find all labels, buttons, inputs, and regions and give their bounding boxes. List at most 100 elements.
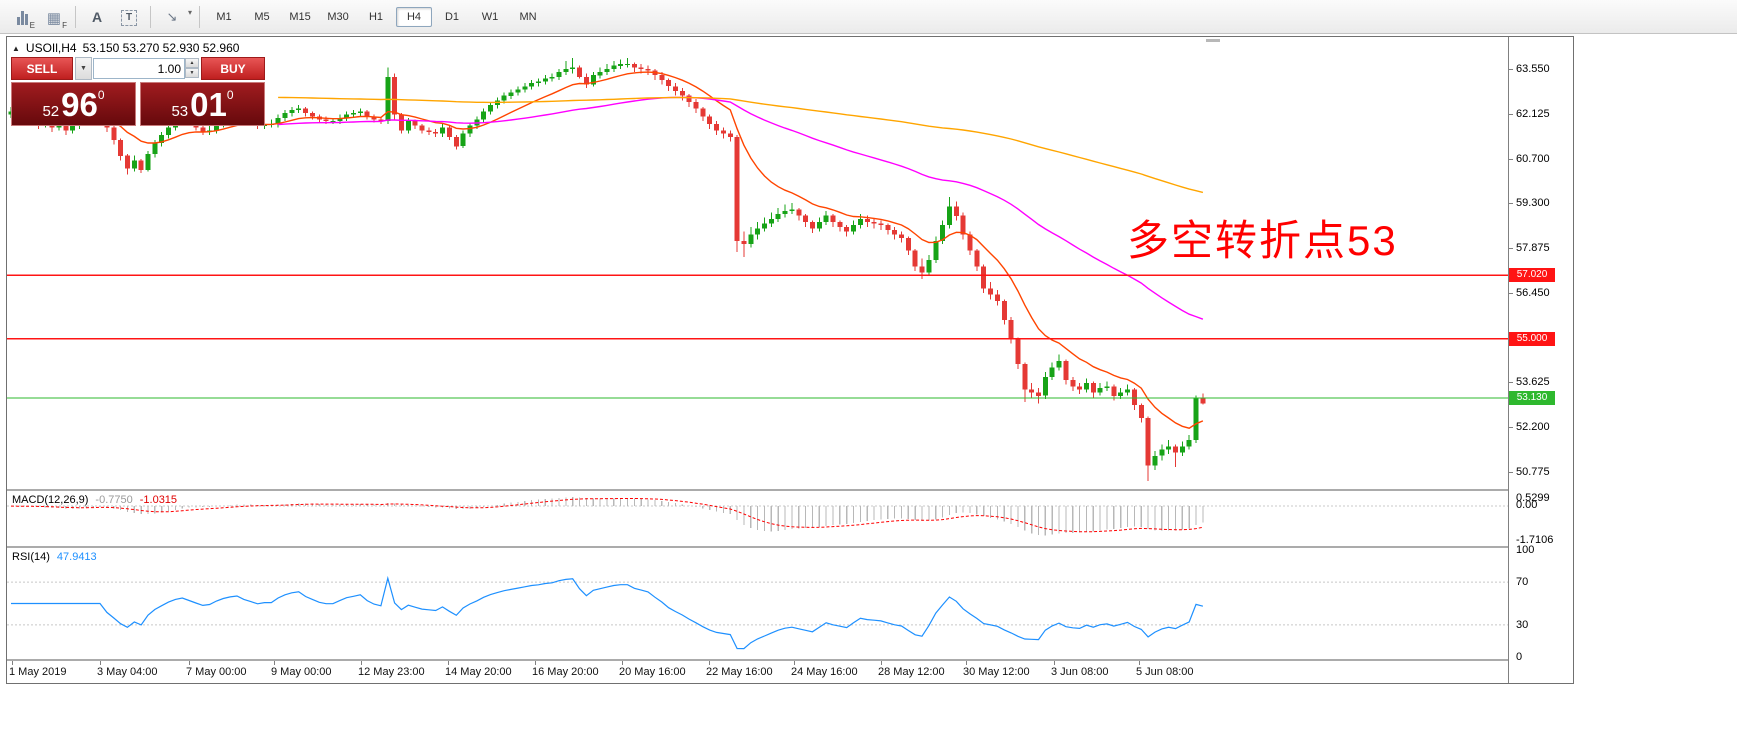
price-tick: 50.775 bbox=[1509, 466, 1550, 478]
buy-price-whole: 53 bbox=[171, 103, 189, 120]
macd-scale-label: 0.00 bbox=[1516, 499, 1538, 511]
chart-shift-marker[interactable] bbox=[1206, 39, 1220, 42]
timeframe-button-m30[interactable]: M30 bbox=[327, 10, 349, 23]
macd-signal-value: -1.0315 bbox=[139, 494, 178, 506]
volume-spinner: ▲ ▼ bbox=[185, 58, 199, 79]
timeframe-button-h4[interactable]: H4 bbox=[396, 6, 433, 27]
timeframe-button-mn[interactable]: MN bbox=[519, 10, 537, 23]
timeframe-button-m15[interactable]: M15 bbox=[289, 10, 311, 23]
timeframe-button-d1[interactable]: D1 bbox=[444, 10, 460, 23]
rsi-scale-label: 30 bbox=[1516, 619, 1529, 631]
macd-scale-label: -1.7106 bbox=[1516, 534, 1554, 546]
grid-icon: ▦ bbox=[46, 9, 62, 27]
macd-name: MACD(12,26,9) bbox=[12, 494, 89, 506]
sell-button[interactable]: SELL bbox=[11, 57, 73, 80]
timeframe-button-m5[interactable]: M5 bbox=[254, 10, 270, 23]
grid-tool-button[interactable]: ▦ F bbox=[39, 3, 69, 31]
time-tick bbox=[881, 661, 882, 665]
sell-price-whole: 52 bbox=[42, 103, 60, 120]
chart-window: ▲ USOIl,H4 53.150 53.270 52.930 52.960 S… bbox=[6, 36, 1574, 684]
price-tag-57.020: 57.020 bbox=[1509, 268, 1555, 282]
bar-chart-icon bbox=[16, 10, 28, 25]
time-label: 7 May 00:00 bbox=[186, 666, 247, 678]
label-tool-button[interactable]: A bbox=[82, 3, 112, 31]
buy-price-pips: 01 bbox=[190, 86, 227, 123]
tool-sublabel: E bbox=[29, 20, 35, 30]
rsi-value: 47.9413 bbox=[56, 551, 97, 563]
time-label: 1 May 2019 bbox=[9, 666, 67, 678]
price-tick: 53.625 bbox=[1509, 376, 1550, 388]
time-label: 3 Jun 08:00 bbox=[1051, 666, 1109, 678]
price-scale[interactable]: 63.550 62.125 60.700 59.300 57.875 56.450 53.6… bbox=[1508, 37, 1573, 683]
time-label: 14 May 20:00 bbox=[445, 666, 512, 678]
volume-dropdown-button[interactable]: ▼ bbox=[75, 57, 92, 80]
chart-annotation[interactable]: 多空转折点53 bbox=[1127, 217, 1398, 264]
time-label: 28 May 12:00 bbox=[878, 666, 945, 678]
buy-price-point: 0 bbox=[226, 88, 234, 102]
time-tick bbox=[189, 661, 190, 665]
pane-resize-handle[interactable] bbox=[7, 546, 1573, 548]
time-tick bbox=[622, 661, 623, 665]
bar-chart-tool-button[interactable]: E bbox=[7, 3, 37, 31]
macd-main-value: -0.7750 bbox=[95, 494, 133, 506]
sell-price-point: 0 bbox=[97, 88, 105, 102]
label-tool-icon: A bbox=[91, 8, 103, 25]
price-tick: 62.125 bbox=[1509, 108, 1550, 120]
time-label: 5 Jun 08:00 bbox=[1136, 666, 1194, 678]
price-tick: 63.550 bbox=[1509, 63, 1550, 75]
time-label: 16 May 20:00 bbox=[532, 666, 599, 678]
macd-pane[interactable] bbox=[7, 491, 1508, 546]
rsi-scale-label: 70 bbox=[1516, 576, 1529, 588]
rsi-label: RSI(14) 47.9413 bbox=[12, 551, 97, 563]
toolbar-separator bbox=[75, 5, 76, 28]
timeframe-button-w1[interactable]: W1 bbox=[481, 10, 499, 23]
symbol-timeframe-label: USOIl,H4 bbox=[25, 41, 77, 55]
toolbar-separator bbox=[199, 5, 201, 28]
volume-input[interactable] bbox=[93, 58, 185, 79]
time-label: 30 May 12:00 bbox=[963, 666, 1030, 678]
rsi-pane[interactable] bbox=[7, 548, 1508, 659]
time-tick bbox=[361, 661, 362, 665]
time-axis[interactable]: 1 May 2019 3 May 04:00 7 May 00:00 9 May 00… bbox=[7, 661, 1508, 683]
volume-down-button[interactable]: ▼ bbox=[185, 68, 199, 78]
draw-tool-button[interactable]: ↘ bbox=[157, 3, 187, 31]
price-tick: 56.450 bbox=[1509, 287, 1550, 299]
draw-tool-icon: ↘ bbox=[166, 8, 178, 24]
chevron-down-icon[interactable]: ▾ bbox=[188, 8, 193, 17]
volume-up-button[interactable]: ▲ bbox=[185, 58, 199, 68]
rsi-name: RSI(14) bbox=[12, 551, 50, 563]
caret-down-icon: ▼ bbox=[80, 65, 87, 72]
price-tag-55.000: 55.000 bbox=[1509, 332, 1555, 346]
time-label: 22 May 16:00 bbox=[706, 666, 773, 678]
time-tick bbox=[709, 661, 710, 665]
time-label: 24 May 16:00 bbox=[791, 666, 858, 678]
time-tick bbox=[535, 661, 536, 665]
price-tick: 59.300 bbox=[1509, 197, 1550, 209]
time-tick bbox=[274, 661, 275, 665]
price-tick: 60.700 bbox=[1509, 153, 1550, 165]
sell-price-button[interactable]: 52 96 0 bbox=[11, 82, 136, 126]
one-click-trading-panel: SELL ▼ ▲ ▼ BUY 52 96 0 53 bbox=[11, 57, 269, 126]
time-tick bbox=[1139, 661, 1140, 665]
time-tick bbox=[966, 661, 967, 665]
rsi-scale-label: 0 bbox=[1516, 651, 1523, 663]
chart-title: ▲ USOIl,H4 53.150 53.270 52.930 52.960 bbox=[12, 41, 239, 55]
timeframe-button-h1[interactable]: H1 bbox=[368, 10, 384, 23]
time-tick bbox=[448, 661, 449, 665]
tool-sublabel: F bbox=[62, 20, 67, 30]
price-tick: 52.200 bbox=[1509, 421, 1550, 433]
time-tick bbox=[1054, 661, 1055, 665]
buy-price-button[interactable]: 53 01 0 bbox=[140, 82, 265, 126]
text-tool-icon: T bbox=[121, 9, 137, 26]
pane-resize-handle[interactable] bbox=[7, 659, 1573, 661]
buy-button[interactable]: BUY bbox=[201, 57, 265, 80]
macd-scale-label: 0.5299 bbox=[1516, 492, 1550, 504]
text-tool-button[interactable]: T bbox=[114, 3, 144, 31]
time-label: 3 May 04:00 bbox=[97, 666, 158, 678]
toolbar: E ▦ F A T ↘ ▾ M1 M5 M15 M30 H1 H4 D1 W1 MN bbox=[0, 0, 1737, 34]
macd-label: MACD(12,26,9) -0.7750 -1.0315 bbox=[12, 494, 177, 506]
collapse-arrow-icon[interactable]: ▲ bbox=[12, 43, 20, 53]
timeframe-button-m1[interactable]: M1 bbox=[216, 10, 232, 23]
pane-resize-handle[interactable] bbox=[7, 489, 1573, 491]
